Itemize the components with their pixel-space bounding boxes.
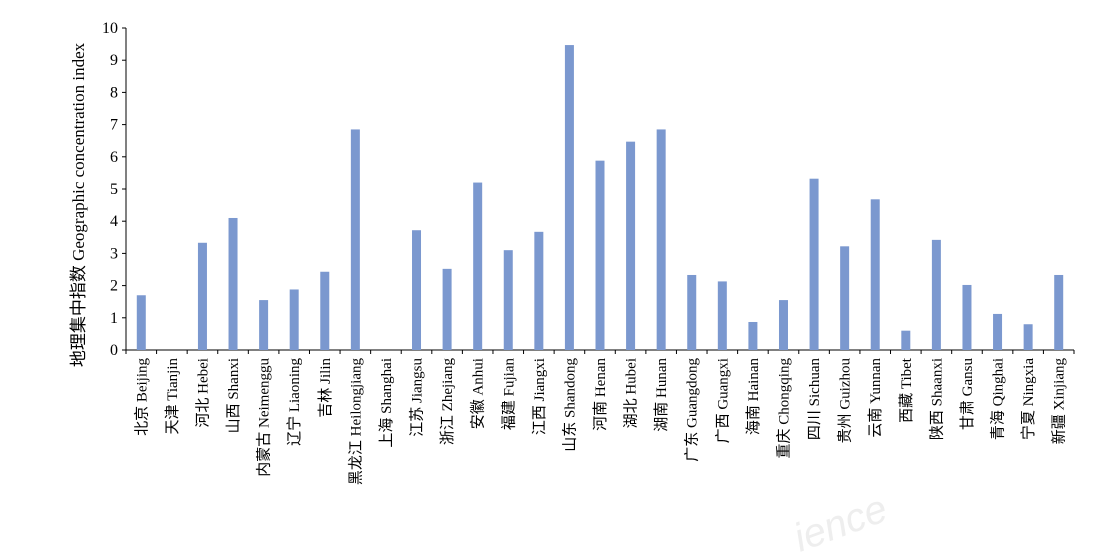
bar — [350, 129, 360, 350]
x-tick-label: 广西 Guangxi — [714, 358, 731, 443]
bar — [197, 242, 207, 350]
bar — [778, 300, 788, 350]
x-tick-label: 海南 Hainan — [745, 358, 762, 436]
bar — [595, 160, 605, 350]
y-tick-label: 4 — [110, 213, 118, 230]
x-tick-label: 黑龙江 Heilongjiang — [347, 358, 364, 486]
y-tick-label: 9 — [110, 52, 118, 69]
x-tick-label: 陕西 Shaanxi — [928, 358, 945, 440]
bar — [442, 268, 452, 350]
y-tick-label: 10 — [102, 20, 118, 37]
y-axis-title: 地理集中指数 Geographic concentration index — [69, 42, 88, 367]
x-tick-label: 新疆 Xinjiang — [1051, 358, 1068, 445]
bar — [564, 45, 574, 350]
x-tick-label: 西藏 Tibet — [898, 357, 915, 423]
bar — [136, 295, 146, 350]
y-tick-label: 5 — [110, 181, 118, 198]
x-tick-label: 江苏 Jiangsu — [409, 358, 426, 437]
y-tick-label: 8 — [110, 84, 118, 101]
bar — [1023, 324, 1033, 350]
y-tick-label: 3 — [110, 245, 118, 262]
x-axis — [125, 349, 1075, 354]
x-tick-label: 安徽 Anhui — [470, 358, 487, 429]
bar — [809, 178, 819, 350]
x-tick-label: 山东 Shandong — [561, 358, 578, 452]
bar — [870, 199, 880, 350]
x-tick-label: 山西 Shanxi — [225, 358, 242, 433]
bar — [320, 271, 330, 350]
bar — [503, 250, 513, 350]
x-tick-label: 河北 Hebei — [194, 358, 211, 428]
bar — [993, 313, 1003, 350]
bar — [931, 239, 941, 350]
bar — [962, 284, 972, 350]
x-tick-label: 重庆 Chongqing — [775, 358, 792, 459]
y-tick-label: 0 — [110, 342, 118, 359]
x-tick-label: 江西 Jiangxi — [531, 358, 548, 435]
x-tick-label: 上海 Shanghai — [378, 358, 395, 448]
bar — [228, 217, 238, 350]
y-tick-label: 6 — [110, 149, 118, 166]
x-tick-label: 天津 Tianjin — [164, 358, 181, 435]
category-labels: 北京 Beijing 天津 Tianjin 河北 Hebei 山西 Shanxi 内蒙古… — [133, 357, 1067, 485]
watermark-text: ience — [788, 486, 893, 557]
x-tick-label: 甘肃 Gansu — [959, 358, 976, 431]
bar — [534, 231, 544, 350]
bar — [840, 246, 850, 350]
x-tick-label: 贵州 Guizhou — [837, 358, 854, 444]
x-tick-label: 内蒙古 Neimenggu — [256, 358, 273, 477]
x-tick-label: 宁夏 Ningxia — [1020, 358, 1037, 440]
x-tick-label: 云南 Yunnan — [867, 358, 884, 438]
bar — [626, 141, 636, 350]
y-tick-label: 1 — [110, 310, 118, 327]
y-tick-label: 2 — [110, 278, 118, 295]
y-tick-label: 7 — [110, 117, 118, 134]
x-tick-label: 河南 Henan — [592, 358, 609, 431]
bar — [717, 281, 727, 350]
x-tick-label: 青海 Qinghai — [990, 358, 1007, 440]
bar — [687, 274, 697, 350]
bar — [259, 300, 269, 350]
x-tick-label: 四川 Sichuan — [807, 358, 823, 441]
bar — [412, 230, 422, 350]
bar — [473, 182, 483, 350]
bar — [1054, 274, 1064, 350]
x-tick-label: 辽宁 Liaoning — [286, 358, 303, 446]
bar — [289, 289, 299, 350]
x-tick-label: 福建 Fujian — [500, 358, 517, 431]
y-axis: 0 1 2 3 4 5 6 7 8 9 10 — [102, 20, 127, 359]
bars — [136, 45, 1064, 350]
bar — [748, 321, 758, 350]
x-tick-label: 北京 Beijing — [133, 358, 150, 436]
x-tick-label: 浙江 Zhejiang — [439, 358, 456, 446]
x-tick-label: 湖北 Hubei — [623, 358, 640, 428]
bar — [901, 330, 911, 350]
x-tick-label: 广东 Guangdong — [684, 358, 701, 462]
x-tick-label: 吉林 Jilin — [317, 358, 334, 418]
x-tick-label: 湖南 Hunan — [653, 358, 670, 432]
bar — [656, 129, 666, 350]
